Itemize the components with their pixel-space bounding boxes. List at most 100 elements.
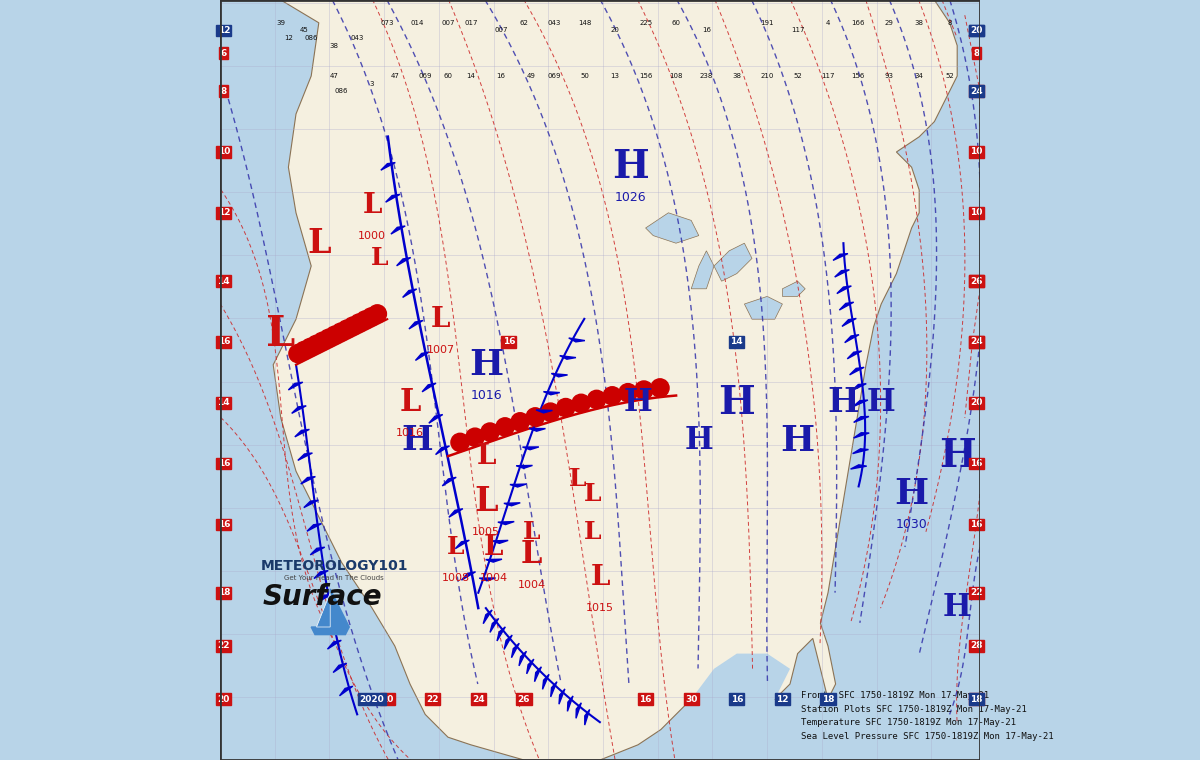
- Text: 24: 24: [472, 695, 485, 704]
- Polygon shape: [853, 400, 868, 407]
- Text: 47: 47: [390, 73, 400, 79]
- Text: 156: 156: [638, 73, 653, 79]
- Circle shape: [331, 323, 350, 341]
- Text: 1000: 1000: [358, 230, 386, 241]
- Polygon shape: [504, 635, 512, 649]
- Text: 073: 073: [380, 20, 394, 26]
- Text: H: H: [612, 148, 649, 186]
- Text: 2020: 2020: [360, 695, 384, 704]
- Circle shape: [466, 428, 484, 446]
- Text: 60: 60: [672, 20, 680, 26]
- Text: L: L: [583, 520, 601, 544]
- Text: 20: 20: [611, 27, 619, 33]
- Text: L: L: [431, 306, 450, 333]
- Text: H: H: [894, 477, 929, 511]
- Text: 8: 8: [221, 87, 227, 96]
- Text: 1030: 1030: [895, 518, 928, 531]
- Circle shape: [289, 344, 307, 363]
- Text: METEOROLOGY101: METEOROLOGY101: [260, 559, 408, 573]
- Text: 16: 16: [731, 695, 743, 704]
- Text: 24: 24: [970, 337, 983, 347]
- Circle shape: [604, 387, 622, 405]
- Text: 007: 007: [442, 20, 455, 26]
- Circle shape: [511, 413, 529, 431]
- Polygon shape: [833, 254, 848, 261]
- Text: 30: 30: [685, 695, 697, 704]
- Circle shape: [451, 433, 469, 451]
- Text: 47: 47: [330, 73, 338, 79]
- Circle shape: [496, 418, 514, 436]
- Text: L: L: [362, 192, 382, 219]
- Circle shape: [325, 326, 343, 344]
- Text: 10: 10: [970, 147, 983, 157]
- Polygon shape: [851, 465, 866, 469]
- Circle shape: [572, 394, 590, 413]
- Polygon shape: [853, 416, 869, 423]
- Text: Fronts SFC 1750-1819Z Mon 17-May-21: Fronts SFC 1750-1819Z Mon 17-May-21: [802, 691, 990, 700]
- Text: H: H: [943, 593, 972, 623]
- Text: 12: 12: [217, 208, 230, 217]
- Polygon shape: [330, 589, 349, 627]
- Text: 117: 117: [821, 73, 835, 79]
- Text: 238: 238: [700, 73, 713, 79]
- Circle shape: [307, 335, 325, 353]
- Text: 210: 210: [761, 73, 774, 79]
- Circle shape: [368, 305, 386, 323]
- Text: 3: 3: [370, 81, 374, 87]
- Text: 22: 22: [970, 26, 983, 35]
- Text: 16: 16: [970, 520, 983, 529]
- Text: 18: 18: [970, 695, 983, 704]
- Text: L: L: [307, 226, 331, 260]
- Polygon shape: [839, 302, 853, 310]
- Polygon shape: [529, 429, 546, 431]
- Polygon shape: [847, 351, 862, 359]
- Polygon shape: [409, 321, 422, 329]
- Text: 4: 4: [826, 20, 830, 26]
- Polygon shape: [516, 465, 533, 468]
- Polygon shape: [569, 338, 584, 342]
- Text: 38: 38: [732, 73, 742, 79]
- Circle shape: [541, 403, 559, 421]
- Polygon shape: [853, 432, 869, 438]
- Text: 62: 62: [520, 20, 528, 26]
- Text: 16: 16: [503, 337, 515, 347]
- Text: 148: 148: [578, 20, 592, 26]
- Text: Get Your Head In The Clouds: Get Your Head In The Clouds: [284, 575, 384, 581]
- Polygon shape: [551, 682, 557, 697]
- Polygon shape: [836, 286, 851, 293]
- Text: 086: 086: [335, 88, 348, 94]
- Text: 1004: 1004: [517, 580, 546, 591]
- Circle shape: [301, 338, 319, 356]
- Circle shape: [526, 408, 545, 426]
- Circle shape: [481, 423, 499, 442]
- Text: 043: 043: [547, 20, 562, 26]
- Polygon shape: [584, 710, 589, 725]
- Text: 191: 191: [761, 20, 774, 26]
- Text: 14: 14: [217, 277, 230, 286]
- Polygon shape: [307, 524, 322, 531]
- Text: 225: 225: [640, 20, 652, 26]
- Text: H: H: [684, 426, 713, 456]
- Circle shape: [635, 381, 653, 399]
- Text: H: H: [938, 437, 976, 475]
- Text: H: H: [827, 386, 859, 420]
- Text: 18: 18: [217, 588, 230, 597]
- Polygon shape: [782, 281, 805, 296]
- Text: 16: 16: [217, 459, 230, 468]
- Text: 49: 49: [527, 73, 536, 79]
- Text: Station Plots SFC 1750-1819Z Mon 17-May-21: Station Plots SFC 1750-1819Z Mon 17-May-…: [802, 705, 1027, 714]
- Text: 1004: 1004: [480, 572, 508, 583]
- Text: H: H: [469, 348, 503, 382]
- Text: 16: 16: [217, 520, 230, 529]
- Circle shape: [295, 341, 313, 359]
- Polygon shape: [568, 696, 574, 711]
- Polygon shape: [691, 251, 714, 289]
- Text: L: L: [523, 520, 540, 544]
- Text: 38: 38: [330, 43, 338, 49]
- Polygon shape: [311, 547, 325, 555]
- Text: 16: 16: [702, 27, 710, 33]
- Polygon shape: [403, 289, 416, 297]
- Text: 50: 50: [581, 73, 589, 79]
- Text: L: L: [569, 467, 586, 491]
- Polygon shape: [304, 500, 318, 508]
